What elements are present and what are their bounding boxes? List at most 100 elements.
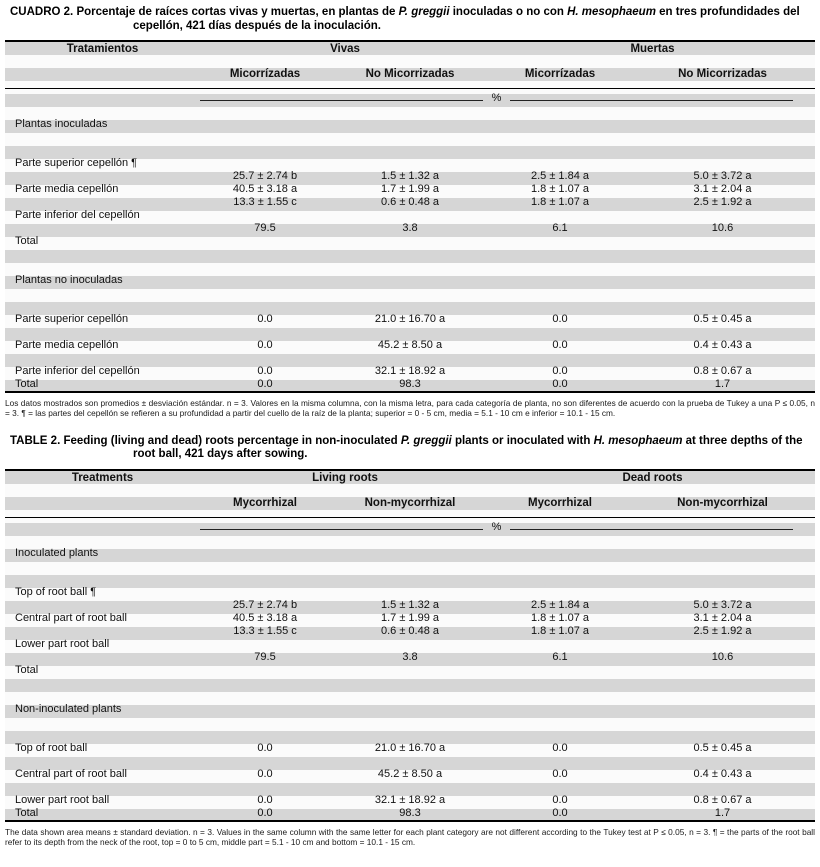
header-sub-3: No Micorrizadas: [678, 68, 767, 80]
table-footnote-english: The data shown area means ± standard dev…: [5, 826, 815, 848]
cell-value-0: 0.0: [257, 339, 273, 351]
table-row: Parte media cepellón 40.5 ± 3.18 a 1.7 ± 1…: [5, 183, 815, 196]
table-body: Inoculated plants Top of root ball ¶ 25.7 …: [5, 534, 815, 820]
cell-value-2: 1.8 ± 1.07 a: [530, 183, 590, 195]
cell-value-0: 0.0: [257, 365, 273, 377]
cell-value-2: 1.8 ± 1.07 a: [530, 624, 590, 637]
row-label: Total: [15, 378, 39, 390]
cell-value-0: 40.5 ± 3.18 a: [232, 183, 298, 195]
row-label: Top of root ball: [15, 741, 88, 754]
cell-value-1: 98.3: [399, 378, 421, 390]
row-spacer: [5, 287, 815, 300]
caption-segment: at three depths of the root ball, 421 da…: [133, 434, 803, 461]
section-header-row: Plantas inoculadas: [5, 118, 815, 131]
cell-value-0: 13.3 ± 1.55 c: [233, 196, 297, 208]
header-sub-1: No Micorrizadas: [365, 68, 455, 80]
cell-value-3: 3.1 ± 2.04 a: [693, 611, 752, 624]
cell-value-1: 0.6 ± 0.48 a: [380, 624, 440, 637]
cell-value-0: 0.0: [257, 741, 273, 754]
cell-value-0: 0.0: [257, 767, 273, 780]
cell-value-3: 3.1 ± 2.04 a: [693, 183, 752, 195]
cell-value-0: 25.7 ± 2.74 b: [232, 170, 298, 182]
row-label: Non-inoculated plants: [15, 702, 122, 715]
row-spacer: [5, 105, 815, 118]
cell-value-3: 1.7: [714, 378, 731, 390]
row-spacer: [5, 144, 815, 157]
table-caption-english: TABLE 2. Feeding (living and dead) roots…: [5, 435, 815, 462]
row-spacer: [5, 352, 815, 365]
header-treatments: Tratamientos: [66, 43, 139, 55]
row-label: Central part of root ball: [15, 611, 127, 624]
cell-value-3: 0.8 ± 0.67 a: [693, 365, 752, 377]
percent-symbol: %: [491, 520, 502, 533]
cell-value-3: 10.6: [711, 650, 734, 663]
cell-value-3: 0.5 ± 0.45 a: [693, 741, 752, 754]
header-row-groups: Treatments Living roots Dead roots: [5, 471, 815, 497]
cell-value-3: 10.6: [711, 222, 734, 234]
header-sub-1: Non-mycorrhizal: [364, 496, 456, 509]
row-spacer: [5, 677, 815, 690]
cell-value-3: 0.5 ± 0.45 a: [693, 313, 752, 325]
header-treatments: Treatments: [71, 471, 134, 484]
row-spacer: [5, 781, 815, 794]
cell-value-2: 0.0: [552, 741, 568, 754]
row-label: Total: [15, 806, 39, 819]
cell-value-1: 98.3: [399, 806, 421, 819]
table-caption-spanish: CUADRO 2. Porcentaje de raíces cortas vi…: [5, 6, 815, 33]
cell-value-1: 0.6 ± 0.48 a: [380, 196, 440, 208]
table-row: 13.3 ± 1.55 c 0.6 ± 0.48 a 1.8 ± 1.07 a 2.5…: [5, 196, 815, 209]
caption-segment: TABLE 2. Feeding (living and dead) roots…: [10, 434, 401, 447]
percent-symbol: %: [491, 92, 502, 104]
header-sub-2: Micorrízadas: [524, 68, 596, 80]
cell-value-2: 0.0: [552, 767, 568, 780]
cell-value-3: 0.8 ± 0.67 a: [693, 793, 752, 806]
data-table-english: Treatments Living roots Dead roots Mycorrhi…: [5, 468, 815, 822]
row-label: Central part of root ball: [15, 767, 127, 780]
row-label: Parte superior cepellón: [15, 313, 129, 325]
cell-value-1: 32.1 ± 18.92 a: [374, 793, 446, 806]
row-spacer: [5, 248, 815, 261]
row-spacer: [5, 573, 815, 586]
species-name: H. mesophaeum: [567, 6, 656, 18]
cell-value-1: 3.8: [402, 222, 418, 234]
cell-value-1: 1.5 ± 1.32 a: [380, 598, 440, 611]
section-header-row: Non-inoculated plants: [5, 703, 815, 716]
header-sub-2: Mycorrhizal: [528, 496, 592, 509]
cell-value-0: 0.0: [257, 806, 273, 819]
row-label: Parte inferior del cepellón: [15, 209, 140, 221]
cell-value-1: 45.2 ± 8.50 a: [377, 767, 443, 780]
cell-value-2: 6.1: [552, 222, 568, 234]
table-header: Tratamientos Vivas Muertas Micorrízadas No M…: [5, 42, 815, 89]
cell-value-2: 0.0: [552, 806, 568, 819]
table-row: Top of root ball 0.0 21.0 ± 16.70 a 0.0 0.5 …: [5, 742, 815, 755]
row-spacer: [5, 755, 815, 768]
row-label: Parte media cepellón: [15, 183, 119, 195]
row-label: Total: [15, 663, 39, 676]
row-label: Plantas inoculadas: [15, 118, 108, 130]
cell-value-3: 0.4 ± 0.43 a: [693, 767, 752, 780]
table-row: Total 0.0 98.3 0.0 1.7: [5, 378, 815, 391]
table-row: Parte superior cepellón ¶: [5, 157, 815, 170]
table-footnote-spanish: Los datos mostrados son promedios ± desv…: [5, 398, 815, 419]
cell-value-3: 2.5 ± 1.92 a: [693, 624, 752, 637]
header-group-living: Vivas: [330, 43, 360, 55]
table-2-block: TABLE 2. Feeding (living and dead) roots…: [5, 435, 815, 848]
cell-value-1: 1.7 ± 1.99 a: [380, 183, 440, 195]
table-row: Top of root ball ¶: [5, 586, 815, 599]
table-row: Parte inferior del cepellón 0.0 32.1 ± 18.…: [5, 365, 815, 378]
cell-value-3: 5.0 ± 3.72 a: [693, 170, 752, 182]
header-row-subcolumns: Micorrízadas No Micorrizadas Micorrízadas N…: [5, 68, 815, 88]
table-row: Central part of root ball 0.0 45.2 ± 8.50 …: [5, 768, 815, 781]
table-body: Plantas inoculadas Parte superior cepelló…: [5, 105, 815, 391]
cell-value-2: 2.5 ± 1.84 a: [530, 598, 590, 611]
table-row: Parte inferior del cepellón: [5, 209, 815, 222]
table-row: 25.7 ± 2.74 b 1.5 ± 1.32 a 2.5 ± 1.84 a 5.0…: [5, 599, 815, 612]
cell-value-0: 79.5: [254, 650, 276, 663]
cell-value-1: 21.0 ± 16.70 a: [374, 741, 446, 754]
table-row: Total: [5, 664, 815, 677]
caption-segment: plants or inoculated with: [451, 434, 594, 447]
cell-value-2: 0.0: [552, 365, 568, 377]
cell-value-3: 0.4 ± 0.43 a: [693, 339, 752, 351]
header-row-groups: Tratamientos Vivas Muertas: [5, 42, 815, 68]
cell-value-0: 0.0: [257, 313, 273, 325]
